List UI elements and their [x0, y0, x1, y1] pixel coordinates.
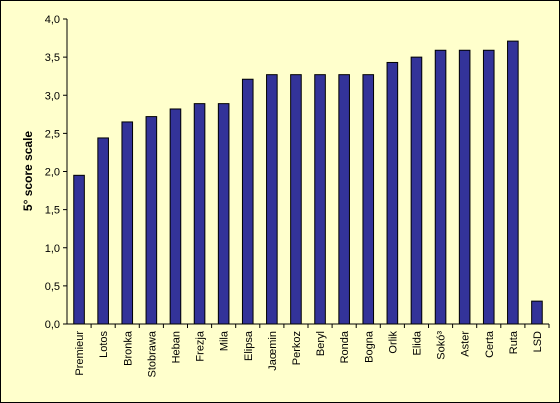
y-tick-label: 3,0 [45, 90, 60, 102]
bar [314, 74, 326, 325]
x-tick-label: Heban [170, 331, 182, 363]
x-tick-label: Mila [219, 330, 231, 351]
bar [193, 103, 206, 325]
x-tick-label: Premieur [74, 331, 86, 376]
x-tick-label: Aster [460, 331, 472, 357]
x-tick-label: Frezja [195, 330, 207, 361]
x-tick-label: Sokó³ [436, 331, 448, 360]
y-tick-label: 1,5 [45, 205, 60, 217]
x-tick-label: LSD [532, 331, 544, 352]
x-tick-label: Elipsa [243, 330, 255, 361]
bar [73, 174, 85, 325]
x-tick-label: Bogna [363, 330, 375, 363]
bar [169, 108, 182, 325]
y-tick-label: 0,5 [45, 281, 60, 293]
bar [482, 49, 495, 325]
bar [458, 49, 471, 325]
y-tick-label: 0,0 [45, 319, 60, 331]
bar [507, 40, 519, 325]
y-tick-label: 4,0 [45, 14, 60, 26]
y-tick-label: 3,5 [45, 52, 60, 64]
x-tick-label: Orlik [387, 331, 399, 354]
bar [97, 137, 109, 325]
bar [338, 74, 350, 325]
bar [121, 121, 134, 325]
bar [266, 74, 278, 325]
bar [531, 300, 543, 325]
x-tick-label: Certa [484, 330, 496, 358]
x-tick-label: Beryl [315, 331, 327, 356]
bar [145, 116, 158, 325]
bar [434, 49, 447, 325]
plot-area: 0,0 0,5 1,0 1,5 2,0 2,5 3,0 3,5 4,0 Premieur Lotos… [45, 14, 550, 377]
x-tick-label: Perkoz [291, 331, 303, 365]
y-tick-label: 1,0 [45, 243, 60, 255]
x-tick-label: Lotos [98, 331, 110, 358]
y-tick-label: 2,5 [45, 128, 60, 140]
x-tick-label: Ronda [339, 330, 351, 363]
x-tick-label: Ruta [508, 330, 520, 354]
bar [290, 74, 302, 325]
bar [362, 74, 375, 325]
bar [241, 78, 254, 325]
bar [410, 56, 423, 325]
x-tick-label: Jaœmin [267, 331, 279, 371]
x-tick-label: Stobrawa [146, 330, 158, 377]
bar [386, 61, 399, 325]
y-tick-label: 2,0 [45, 167, 60, 179]
x-tick-label: Elida [411, 330, 423, 355]
y-axis-title: 5° score scale [21, 131, 35, 212]
bar [217, 103, 230, 325]
x-tick-label: Bronka [122, 330, 134, 366]
